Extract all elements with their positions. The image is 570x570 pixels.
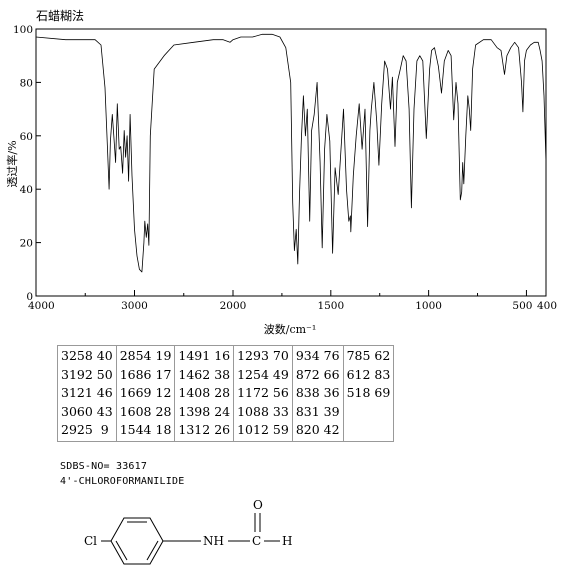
structure-diagram: Cl NH C H O: [84, 498, 292, 565]
y-tick-label: 20: [20, 238, 33, 250]
peak-entry: 612 83: [346, 366, 391, 382]
peak-entry: 518 69: [346, 385, 391, 400]
peak-entry: 820 42: [295, 422, 340, 437]
x-tick-label: 4000: [28, 300, 55, 312]
peak-entry: 1408 28: [178, 385, 231, 400]
peak-entry: 1608 28: [119, 403, 172, 419]
peak-entry: 1312 26: [178, 422, 231, 437]
y-tick-label: 0: [26, 291, 33, 303]
peak-entry: 1686 17: [119, 366, 172, 382]
atom-h: H: [282, 534, 292, 548]
benzene-ring: [110, 517, 164, 565]
compound-name: 4'-CHLOROFORMANILIDE: [60, 476, 185, 487]
peak-entry: 838 36: [295, 385, 340, 400]
peak-entry: 2854 19: [119, 348, 172, 363]
peak-entry: 2925 9: [61, 422, 109, 437]
peak-entry: 1544 18: [119, 422, 172, 437]
spectrum-line: [35, 33, 547, 273]
peak-entry: 1088 33: [237, 403, 289, 419]
peak-entry: 1012 59: [237, 422, 289, 437]
atom-nh: NH: [203, 534, 224, 548]
y-axis-label: 透过率/%: [5, 140, 19, 187]
peak-column: 2854 19 1686 17 1669 12 1608 28 1544 18: [115, 345, 176, 442]
x-axis-label: 波数/cm⁻¹: [264, 323, 317, 336]
ir-spectrum-chart: 石蜡糊法 透过率/% 0 20 40 60 80 100 4000 3000 2000 1500…: [5, 8, 557, 336]
peak-entry: 3060 43: [61, 403, 113, 419]
y-tick-label: 100: [13, 24, 33, 36]
x-tick-label: 1500: [317, 300, 344, 312]
y-ticks: 0 20 40 60 80 100: [13, 24, 41, 303]
peak-entry: 1172 56: [237, 385, 289, 400]
peak-table-row: 3258 40 3192 50 3121 46 3060 43 2925 9 2854 1…: [57, 345, 395, 442]
peak-column: 785 62 612 83 518 69: [342, 345, 395, 442]
peak-entry: 785 62: [346, 348, 391, 363]
peak-entry: 1398 24: [178, 403, 231, 419]
peak-entry: 1254 49: [237, 366, 289, 382]
peak-entry: 1669 12: [119, 385, 172, 400]
atom-o: O: [253, 498, 263, 512]
chart-title: 石蜡糊法: [36, 8, 84, 23]
peak-column: 3258 40 3192 50 3121 46 3060 43 2925 9: [57, 345, 117, 442]
peak-entry: 872 66: [295, 366, 340, 382]
peak-table: 3258 40 3192 50 3121 46 3060 43 2925 9 2854 1…: [57, 345, 395, 442]
peak-entry: 1462 38: [178, 366, 231, 382]
y-tick-label: 80: [20, 77, 33, 89]
peak-entry: 934 76: [295, 348, 340, 363]
x-ticks: 4000 3000 2000 1500 1000 500 400: [28, 290, 557, 312]
peak-entry: 1491 16: [178, 348, 231, 363]
peak-column: 1293 70 1254 49 1172 56 1088 33 1012 59: [233, 345, 293, 442]
peak-column: 934 76 872 66 838 36 831 39 820 42: [291, 345, 344, 442]
peak-entry: 831 39: [295, 403, 340, 419]
y-tick-label: 60: [20, 131, 33, 143]
x-tick-label: 3000: [121, 300, 148, 312]
x-tick-label: 1000: [415, 300, 442, 312]
x-tick-label: 2000: [220, 300, 247, 312]
x-tick-label: 400: [537, 300, 557, 312]
sdbs-number: SDBS-NO= 33617: [60, 461, 148, 472]
peak-column: 1491 16 1462 38 1408 28 1398 24 1312 26: [174, 345, 235, 442]
y-tick-label: 40: [20, 184, 33, 196]
atom-cl: Cl: [84, 534, 97, 548]
y-axis-label-text: 透过率/%: [5, 140, 19, 187]
plot-frame: [35, 28, 547, 297]
peak-entry: 3192 50: [61, 366, 113, 382]
ring-double-bond-3: [115, 540, 128, 561]
atom-c: C: [252, 534, 261, 548]
ring-double-bond-2: [146, 540, 159, 561]
x-tick-label: 500: [512, 300, 532, 312]
peak-entry: 3121 46: [61, 385, 113, 400]
peak-entry: 1293 70: [237, 348, 289, 363]
peak-entry: 3258 40: [61, 348, 113, 363]
